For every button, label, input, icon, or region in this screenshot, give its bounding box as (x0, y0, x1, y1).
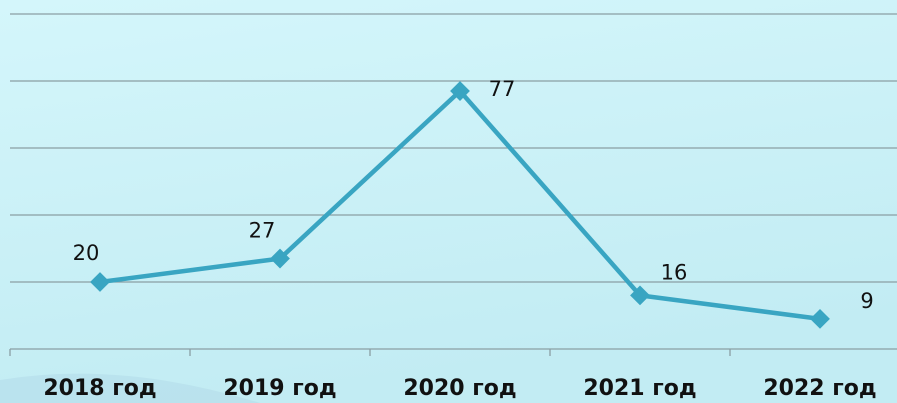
marker (810, 308, 830, 329)
data-label: 27 (249, 219, 276, 243)
data-label: 20 (73, 241, 100, 265)
x-tick-label: 2021 год (583, 376, 696, 401)
data-label: 9 (860, 289, 873, 313)
marker (450, 81, 470, 101)
data-label: 77 (489, 77, 516, 101)
data-label: 16 (661, 260, 688, 284)
x-tick-label: 2019 год (223, 376, 336, 401)
marker (90, 272, 110, 292)
decoration (0, 373, 260, 403)
x-tick-label: 2020 год (403, 376, 516, 401)
marker (630, 285, 650, 306)
x-tick-label: 2022 год (763, 376, 876, 401)
x-tick-label: 2018 год (43, 376, 156, 401)
